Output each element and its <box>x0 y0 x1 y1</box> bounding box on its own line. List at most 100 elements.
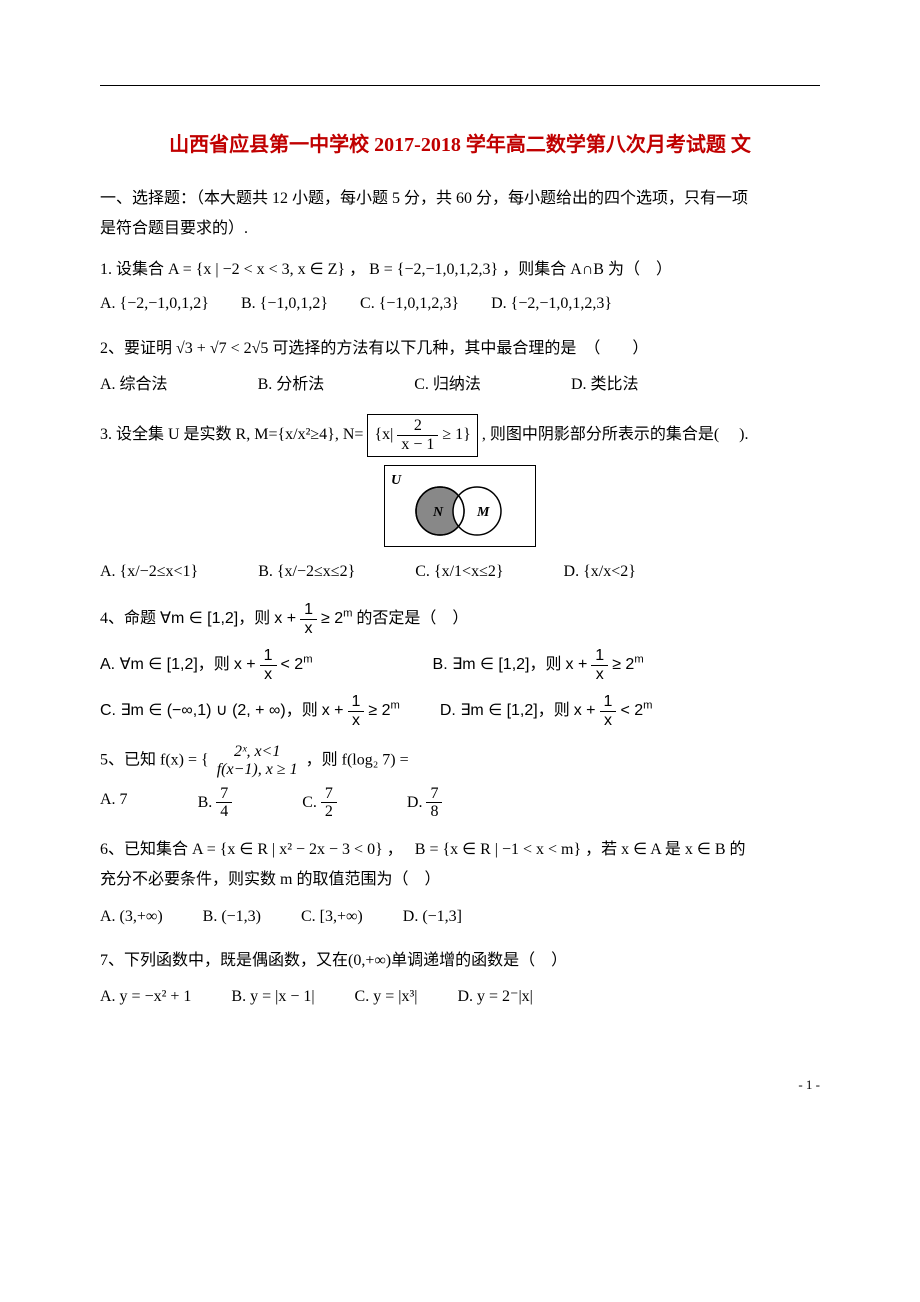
exam-title: 山西省应县第一中学校 2017-2018 学年高二数学第八次月考试题 文 <box>100 126 820 164</box>
question-3: 3. 设全集 U 是实数 R, M={x/x²≥4}, N= {x| 2 x −… <box>100 414 820 587</box>
q6-line2: 充分不必要条件，则实数 m 的取值范围为（ ） <box>100 871 440 888</box>
q5-prefix: 5、已知 <box>100 752 160 769</box>
q3-optA: A. {x/−2≤x<1} <box>100 557 198 587</box>
q4-optB-q: B. ∃m ∈ [1,2]，则 <box>433 656 562 673</box>
q1-mid: ， <box>349 261 369 278</box>
q7-optB: B. y = |x − 1| <box>231 982 314 1012</box>
q5-mid: ，则 <box>306 752 342 769</box>
q3-optB: B. {x/−2≤x≤2} <box>258 557 355 587</box>
q3-optC: C. {x/1<x≤2} <box>415 557 503 587</box>
q5-suffix: = <box>400 752 409 769</box>
q6-optD: D. (−1,3] <box>403 902 462 932</box>
venn-svg: N M <box>405 484 520 539</box>
q3-options: A. {x/−2≤x<1} B. {x/−2≤x≤2} C. {x/1<x≤2}… <box>100 557 820 587</box>
q4-optC-q: C. ∃m ∈ (−∞,1) ∪ (2, + ∞)，则 <box>100 702 318 719</box>
q1-setA: A = {x | −2 < x < 3, x ∈ Z} <box>168 261 345 278</box>
q4-num: 1 <box>300 601 317 620</box>
q3-prefix: 3. 设全集 U 是实数 R, M={x/x²≥4}, N= <box>100 426 363 443</box>
q6-options: A. (3,+∞) B. (−1,3) C. [3,+∞) D. (−1,3] <box>100 902 820 932</box>
q6-optA: A. (3,+∞) <box>100 902 163 932</box>
q4-optA-left: x + <box>234 656 256 673</box>
q1-prefix: 1. 设集合 <box>100 261 168 278</box>
page-number: - 1 - <box>100 1073 820 1098</box>
q3-suffix: , 则图中阴影部分所表示的集合是( ). <box>482 426 749 443</box>
q4-sup: m <box>343 607 352 619</box>
q6-optC: C. [3,+∞) <box>301 902 363 932</box>
q3-num: 2 <box>397 417 438 436</box>
q3-op: ≥ 1 <box>442 426 463 443</box>
q4-op: ≥ 2 <box>321 610 343 627</box>
intro-line-1: 一、选择题：（本大题共 12 小题，每小题 5 分，共 60 分，每小题给出的四… <box>100 190 748 207</box>
q6-optB: B. (−1,3) <box>203 902 261 932</box>
section-intro: 一、选择题：（本大题共 12 小题，每小题 5 分，共 60 分，每小题给出的四… <box>100 184 820 245</box>
q4-optA-q: A. ∀m ∈ [1,2]，则 <box>100 656 230 673</box>
q5-optA: A. 7 <box>100 785 128 821</box>
q4-optB: B. ∃m ∈ [1,2]，则 x + 1x ≥ 2m <box>433 647 644 683</box>
q6-setA: A = {x ∈ R | x² − 2x − 3 < 0} <box>192 841 383 858</box>
q5-optB: B. 74 <box>198 785 233 821</box>
q1-setB: B = {−2,−1,0,1,2,3} <box>369 261 498 278</box>
q4-optD-op: < 2 <box>620 702 643 719</box>
q4-prefix: 4、命题 <box>100 610 156 627</box>
q7-options: A. y = −x² + 1 B. y = |x − 1| C. y = |x³… <box>100 982 820 1012</box>
question-6: 6、已知集合 A = {x ∈ R | x² − 2x − 3 < 0} ， B… <box>100 835 820 932</box>
q5-fx: f(x) = { <box>160 752 209 769</box>
q1-optB: B. {−1,0,1,2} <box>241 289 328 319</box>
q2-options: A. 综合法 B. 分析法 C. 归纳法 D. 类比法 <box>100 370 820 400</box>
q5-piece1: 2ˣ, x<1 <box>213 743 302 761</box>
q3-box-expr: {x| 2 x − 1 ≥ 1} <box>367 414 477 456</box>
q5-piece2: f(x−1), x ≥ 1 <box>213 761 302 779</box>
q4-optB-op: ≥ 2 <box>612 656 634 673</box>
venn-text-M: M <box>476 505 490 520</box>
q3-frac: 2 x − 1 <box>397 417 438 453</box>
q7-optA: A. y = −x² + 1 <box>100 982 191 1012</box>
venn-text-N: N <box>432 505 444 520</box>
q2-prefix: 2、要证明 <box>100 340 172 357</box>
q4-left: x + <box>274 610 296 627</box>
q4-quant: ∀m ∈ [1,2]，则 <box>160 610 270 627</box>
q2-suffix: 可选择的方法有以下几种，其中最合理的是 （ ） <box>272 340 648 357</box>
q5-optC: C. 72 <box>302 785 337 821</box>
q2-expr: √3 + √7 < 2√5 <box>176 340 268 357</box>
question-7: 7、下列函数中，既是偶函数，又在(0,+∞)单调递增的函数是（ ） A. y =… <box>100 946 820 1013</box>
q3-box-x: x <box>382 426 390 443</box>
q1-suffix: ，则集合 A∩B 为（ ） <box>502 261 672 278</box>
q5-flog: f(log₂ 7) <box>342 752 396 769</box>
question-4: 4、命题 ∀m ∈ [1,2]，则 x + 1 x ≥ 2m 的否定是（ ） A… <box>100 601 820 730</box>
q2-optB: B. 分析法 <box>258 370 325 400</box>
q6-mid1: ， <box>387 841 411 858</box>
q4-optC-op: ≥ 2 <box>368 702 390 719</box>
q5-optD: D. 78 <box>407 785 443 821</box>
question-2: 2、要证明 √3 + √7 < 2√5 可选择的方法有以下几种，其中最合理的是 … <box>100 334 820 401</box>
q4-optD: D. ∃m ∈ [1,2]，则 x + 1x < 2m <box>440 693 653 729</box>
q4-optA-op: < 2 <box>281 656 304 673</box>
q1-optC: C. {−1,0,1,2,3} <box>360 289 459 319</box>
q3-den: x − 1 <box>397 436 438 454</box>
q4-options-row1: A. ∀m ∈ [1,2]，则 x + 1x < 2m B. ∃m ∈ [1,2… <box>100 647 820 683</box>
q2-optD: D. 类比法 <box>571 370 639 400</box>
q3-optD: D. {x/x<2} <box>564 557 636 587</box>
q4-suffix: 的否定是（ ） <box>356 610 468 627</box>
q1-optA: A. {−2,−1,0,1,2} <box>100 289 209 319</box>
intro-line-2: 是符合题目要求的）. <box>100 220 248 237</box>
top-divider <box>100 85 820 86</box>
q2-optA: A. 综合法 <box>100 370 168 400</box>
venn-diagram: U N M <box>384 465 536 547</box>
q4-optA: A. ∀m ∈ [1,2]，则 x + 1x < 2m <box>100 647 313 683</box>
question-1: 1. 设集合 A = {x | −2 < x < 3, x ∈ Z} ， B =… <box>100 255 820 320</box>
q1-options: A. {−2,−1,0,1,2} B. {−1,0,1,2} C. {−1,0,… <box>100 289 820 319</box>
q1-optD: D. {−2,−1,0,1,2,3} <box>491 289 612 319</box>
q7-stem: 7、下列函数中，既是偶函数，又在(0,+∞)单调递增的函数是（ ） <box>100 952 567 969</box>
q2-optC: C. 归纳法 <box>414 370 481 400</box>
q5-piecewise: 2ˣ, x<1 f(x−1), x ≥ 1 <box>213 743 302 778</box>
q6-prefix: 6、已知集合 <box>100 841 192 858</box>
q7-optC: C. y = |x³| <box>355 982 418 1012</box>
q4-optC: C. ∃m ∈ (−∞,1) ∪ (2, + ∞)，则 x + 1x ≥ 2m <box>100 693 400 729</box>
q7-optD: D. y = 2⁻|x| <box>457 982 532 1012</box>
q4-frac: 1 x <box>300 601 317 637</box>
venn-label-U: U <box>391 468 401 495</box>
q6-mid2: ，若 x ∈ A 是 x ∈ B 的 <box>585 841 745 858</box>
question-5: 5、已知 f(x) = { 2ˣ, x<1 f(x−1), x ≥ 1 ，则 f… <box>100 743 820 820</box>
q5-options: A. 7 B. 74 C. 72 D. 78 <box>100 785 820 821</box>
q4-options-row2: C. ∃m ∈ (−∞,1) ∪ (2, + ∞)，则 x + 1x ≥ 2m … <box>100 693 820 729</box>
